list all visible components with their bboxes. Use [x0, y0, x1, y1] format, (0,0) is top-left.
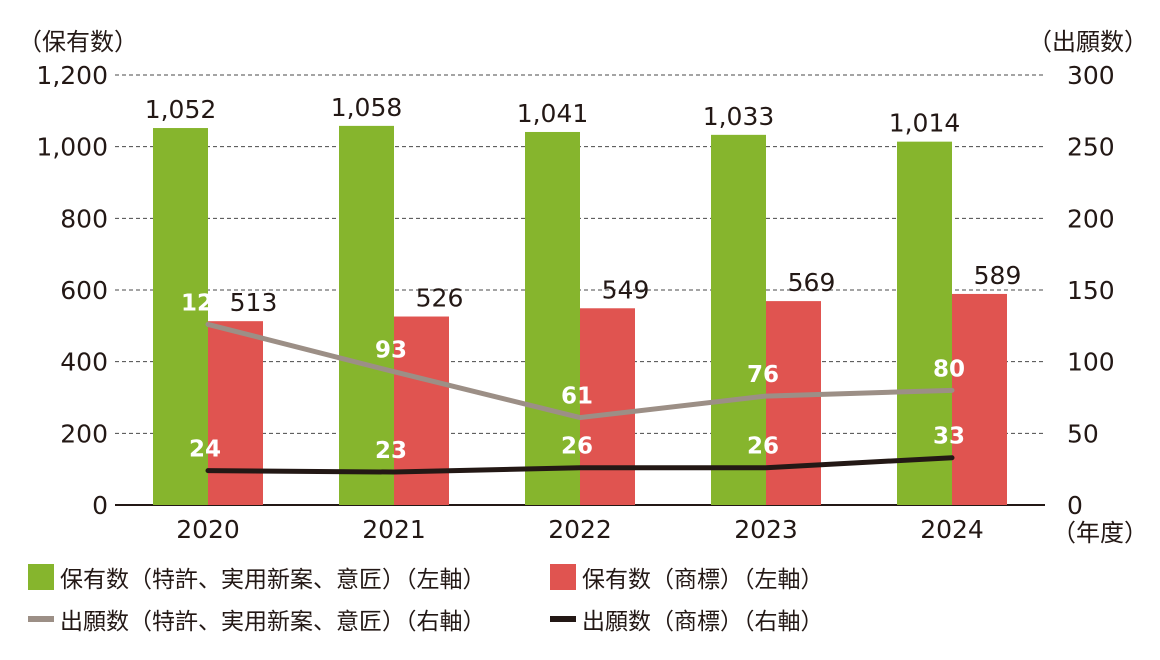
point-label-applications-patent: 93: [375, 338, 407, 364]
left-tick-label: 800: [60, 204, 108, 233]
legend-swatch-red: [550, 564, 576, 590]
legend-label: 出願数（商標）（右軸）: [582, 609, 824, 635]
x-tick-label: 2023: [734, 515, 798, 544]
legend-label: 出願数（特許、実用新案、意匠）（右軸）: [60, 609, 486, 635]
legend-swatch-green: [28, 564, 54, 590]
axes: （保有数） （出願数） （年度） 0 0 200 50 400 100 600 150 800 2…: [18, 28, 1148, 547]
line-applications-trademark: [205, 455, 955, 475]
bar-holdings-trademark: [952, 293, 1007, 505]
right-tick-label: 50: [1067, 419, 1099, 448]
bar-label-holdings-trademark: 526: [416, 284, 464, 313]
bar-label-holdings-patent: 1,052: [145, 95, 217, 124]
right-tick-label: 250: [1067, 133, 1115, 162]
point-label-applications-patent: 80: [933, 356, 965, 382]
bar-holdings-patent: [339, 125, 394, 505]
bar-holdings-patent: [525, 131, 580, 505]
right-tick-label: 0: [1067, 491, 1083, 520]
point-label-applications-trademark: 24: [189, 437, 221, 463]
legend-label: 保有数（特許、実用新案、意匠）（左軸）: [60, 567, 486, 593]
legend-item-black-line: 出願数（商標）（右軸）: [550, 602, 824, 636]
point-label-applications-trademark: 26: [747, 434, 779, 460]
x-tick-label: 2020: [176, 515, 240, 544]
right-tick-label: 100: [1067, 348, 1115, 377]
x-tick-label: 2024: [920, 515, 984, 544]
point-label-applications-patent: 61: [561, 384, 593, 410]
x-tick-label: 2022: [548, 515, 612, 544]
bar-holdings-patent: [897, 141, 952, 505]
bar-holdings-trademark: [208, 321, 263, 505]
right-tick-label: 150: [1067, 276, 1115, 305]
bar-holdings-patent: [153, 128, 208, 506]
point-label-applications-trademark: 23: [375, 438, 407, 464]
point-label-applications-patent: 126: [181, 290, 229, 316]
x-axis-label: （年度）: [1052, 519, 1148, 547]
left-tick-label: 200: [60, 419, 108, 448]
legend-label: 保有数（商標）（左軸）: [582, 567, 824, 593]
left-tick-label: 400: [60, 348, 108, 377]
point-label-applications-patent: 76: [747, 362, 779, 388]
right-tick-label: 300: [1067, 61, 1115, 90]
left-tick-label: 1,000: [36, 133, 108, 162]
legend-item-red-bars: 保有数（商標）（左軸）: [550, 560, 824, 594]
bars: [153, 125, 1007, 506]
bar-label-holdings-patent: 1,033: [703, 102, 775, 131]
point-label-applications-trademark: 33: [933, 424, 965, 450]
bar-label-holdings-trademark: 569: [788, 268, 836, 297]
right-axis-label: （出願数）: [1028, 28, 1148, 56]
legend: 保有数（特許、実用新案、意匠）（左軸） 保有数（商標）（左軸） 出願数（特許、実…: [28, 556, 1128, 640]
legend-swatch-black-line: [550, 616, 576, 622]
lines: [205, 321, 955, 475]
left-tick-label: 1,200: [36, 61, 108, 90]
bar-label-holdings-trademark: 549: [602, 275, 650, 304]
right-tick-label: 200: [1067, 204, 1115, 233]
bar-holdings-trademark: [580, 308, 635, 505]
left-tick-label: 0: [92, 491, 108, 520]
bar-label-holdings-trademark: 589: [974, 261, 1022, 290]
data-labels: 1,052 1,058 1,041 1,033 1,014 513 526 549 569 589…: [145, 93, 1022, 464]
left-tick-label: 600: [60, 276, 108, 305]
x-tick-label: 2021: [362, 515, 426, 544]
point-label-applications-trademark: 26: [561, 434, 593, 460]
bar-holdings-patent: [711, 134, 766, 505]
combo-chart: （保有数） （出願数） （年度） 0 0 200 50 400 100 600 150 800 2…: [18, 28, 1148, 547]
bar-label-holdings-patent: 1,041: [517, 99, 589, 128]
line-applications-patent: [205, 321, 955, 421]
left-axis-label: （保有数）: [18, 28, 138, 56]
bar-label-holdings-patent: 1,014: [889, 109, 961, 138]
bar-holdings-trademark: [766, 301, 821, 505]
bar-label-holdings-patent: 1,058: [331, 93, 403, 122]
legend-swatch-gray-line: [28, 616, 54, 622]
bar-label-holdings-trademark: 513: [230, 288, 278, 317]
legend-item-gray-line: 出願数（特許、実用新案、意匠）（右軸）: [28, 602, 550, 636]
legend-item-green-bars: 保有数（特許、実用新案、意匠）（左軸）: [28, 560, 550, 594]
